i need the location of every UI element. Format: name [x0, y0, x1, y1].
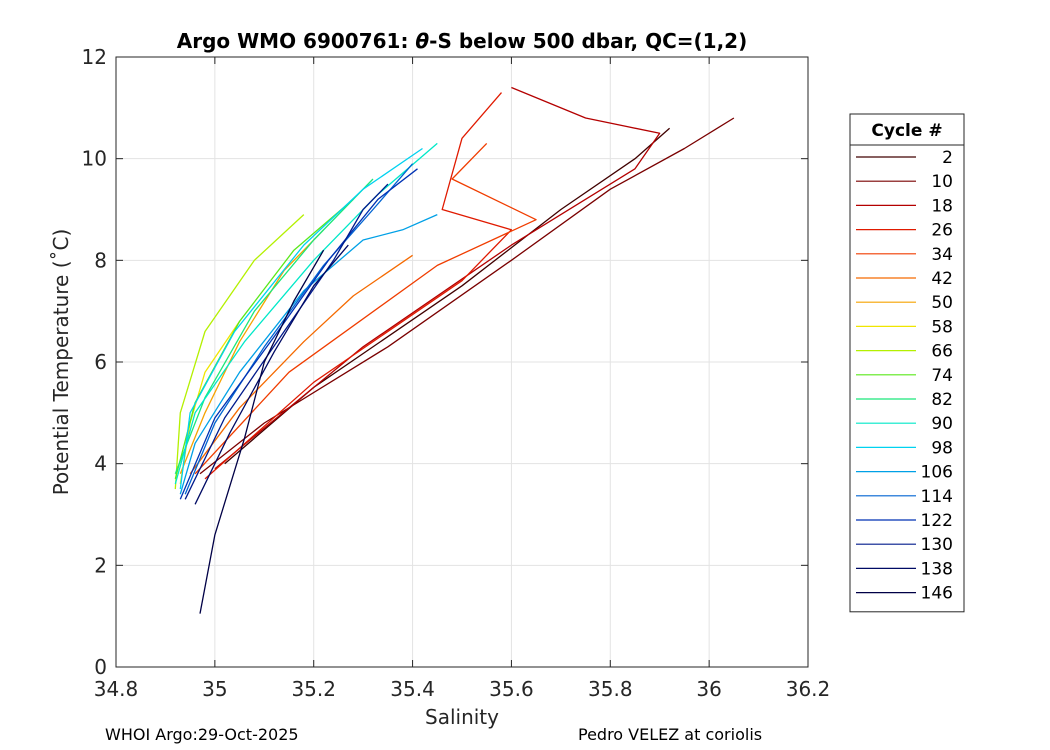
legend-label: 74 — [931, 366, 953, 386]
series-line-cycle-50 — [179, 229, 325, 475]
legend-label: 138 — [921, 559, 953, 579]
grid — [116, 57, 808, 667]
x-tick-label: 35 — [202, 677, 227, 701]
series-line-cycle-66 — [174, 214, 305, 490]
series-line-cycle-42 — [189, 254, 413, 475]
legend-label: 18 — [931, 196, 953, 216]
legend-label: 90 — [931, 414, 953, 434]
legend-label: 10 — [931, 172, 953, 192]
x-tick-label: 36 — [696, 677, 721, 701]
series-line-cycle-26 — [204, 92, 513, 480]
legend-title: Cycle # — [871, 121, 942, 141]
series-line-cycle-10 — [199, 117, 735, 475]
legend-label: 130 — [921, 535, 953, 555]
legend-label: 50 — [931, 293, 953, 313]
series-line-cycle-18 — [214, 86, 661, 470]
legend-label: 146 — [921, 584, 953, 604]
series-line-cycle-138 — [194, 244, 349, 505]
series-layer — [174, 86, 735, 614]
y-tick-label: 8 — [94, 248, 107, 272]
legend-label: 58 — [931, 317, 953, 337]
chart-title: Argo WMO 6900761: θ-S below 500 dbar, QC… — [177, 29, 747, 53]
legend-label: 34 — [931, 245, 953, 265]
series-line-cycle-106 — [179, 214, 438, 495]
series-line-cycle-82 — [174, 178, 374, 475]
legend: Cycle #2 10 18 26 34 42 50 58 66 74 82 90 98 106 114 12… — [849, 113, 965, 613]
x-tick-label: 35.6 — [489, 677, 534, 701]
axis-ticks: 34.8 35 35.2 35.4 35.6 35.8 36 36.2 0 2 4 6 8 10 12 — [82, 45, 831, 701]
legend-label: 114 — [921, 487, 953, 507]
series-line-cycle-98 — [179, 147, 423, 490]
y-tick-label: 0 — [94, 655, 107, 679]
legend-label: 122 — [921, 511, 953, 531]
y-tick-label: 12 — [82, 45, 107, 69]
y-tick-label: 4 — [94, 452, 107, 476]
footer-credit-left: WHOI Argo:29-Oct-2025 — [105, 725, 299, 744]
footer-credit-right: Pedro VELEZ at coriolis — [578, 725, 763, 744]
x-axis-label: Salinity — [425, 705, 499, 729]
legend-label: 82 — [931, 390, 953, 410]
series-line-cycle-2 — [224, 127, 671, 465]
y-tick-label: 2 — [94, 553, 107, 577]
x-tick-label: 35.2 — [291, 677, 336, 701]
series-line-cycle-122 — [179, 168, 418, 500]
legend-label: 98 — [931, 438, 953, 458]
series-line-cycle-146 — [199, 249, 325, 614]
x-tick-label: 34.8 — [94, 677, 139, 701]
y-tick-label: 6 — [94, 350, 107, 374]
series-line-cycle-74 — [174, 198, 354, 480]
legend-label: 106 — [921, 463, 953, 483]
series-line-cycle-130 — [184, 183, 389, 500]
series-line-cycle-114 — [184, 163, 414, 495]
x-tick-label: 35.8 — [588, 677, 633, 701]
x-tick-label: 36.2 — [786, 677, 831, 701]
legend-box — [849, 113, 965, 613]
series-line-cycle-90 — [174, 142, 438, 485]
series-line-cycle-34 — [194, 142, 537, 475]
y-axis-label: Potential Temperature (˚C) — [49, 229, 73, 496]
y-tick-label: 10 — [82, 147, 107, 171]
legend-label: 2 — [942, 148, 953, 168]
legend-label: 66 — [931, 342, 953, 362]
x-tick-label: 35.4 — [390, 677, 435, 701]
legend-label: 42 — [931, 269, 953, 289]
legend-label: 26 — [931, 221, 953, 241]
